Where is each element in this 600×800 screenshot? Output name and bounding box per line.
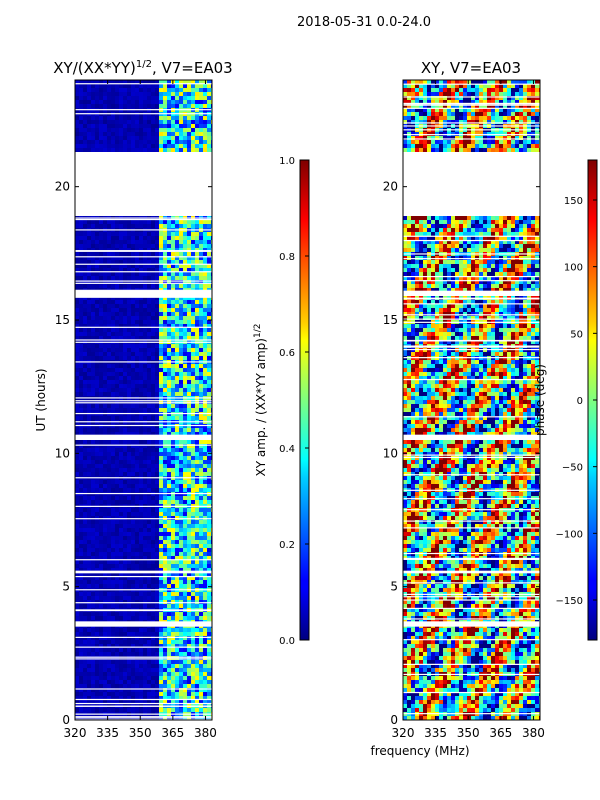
amplitude-colorbar-tick-label: 1.0 — [279, 156, 295, 167]
amplitude-xtick-label: 335 — [96, 726, 119, 740]
phase-data-gap — [403, 290, 540, 296]
phase-data-gap — [403, 152, 540, 216]
phase-colorbar-tick-label: −150 — [556, 596, 583, 607]
phase-panel-title: XY, V7=EA03 — [421, 59, 521, 77]
amplitude-data-gap — [75, 570, 212, 574]
phase-ytick-label: 10 — [383, 446, 398, 460]
amplitude-data-gap — [75, 434, 212, 440]
amplitude-xtick-label: 365 — [161, 726, 184, 740]
phase-colorbar-tick-label: −50 — [562, 463, 583, 474]
phase-colorbar: 150 100 50 0 −50 −100 −150 phase (deg) — [533, 159, 598, 641]
figure-xlabel: frequency (MHz) — [370, 744, 469, 758]
amplitude-ticks: 320 335 350 365 380 0 5 10 15 20 — [55, 80, 217, 740]
amplitude-xtick-label: 380 — [194, 726, 217, 740]
amplitude-panel-title: XY/(XX*YY)1/2, V7=EA03 — [53, 59, 232, 77]
phase-colorbar-tick-label: 50 — [570, 329, 583, 340]
phase-ytick-label: 0 — [390, 713, 398, 727]
phase-ytick-label: 15 — [383, 313, 398, 327]
amplitude-ylabel: UT (hours) — [34, 368, 48, 431]
phase-xtick-label: 350 — [457, 726, 480, 740]
phase-heatmap — [403, 80, 540, 720]
amplitude-colorbar-tick-label: 0.2 — [279, 540, 295, 551]
amplitude-panel: XY/(XX*YY)1/2, V7=EA03 320 335 350 365 380 0 5… — [34, 59, 233, 740]
amplitude-xtick-label: 350 — [129, 726, 152, 740]
phase-xtick-label: 365 — [489, 726, 512, 740]
amplitude-heatmap — [75, 80, 212, 720]
phase-ytick-label: 20 — [383, 180, 398, 194]
figure-suptitle: 2018-05-31 0.0-24.0 — [297, 15, 431, 30]
amplitude-ytick-label: 5 — [62, 580, 70, 594]
phase-axes-frame — [402, 79, 541, 721]
phase-colorbar-tick-label: −100 — [556, 529, 583, 540]
amplitude-colorbar-tick-label: 0.4 — [279, 444, 295, 455]
amplitude-colorbar-label: XY amp. / (XX*YY amp)1/2 — [253, 324, 268, 477]
phase-xtick-label: 320 — [392, 726, 415, 740]
amplitude-data-gap — [75, 152, 212, 216]
phase-data-gap — [403, 621, 540, 627]
phase-ytick-label: 5 — [390, 580, 398, 594]
amplitude-colorbar-tick-label: 0.0 — [279, 636, 295, 647]
phase-colorbar-tick-label: 0 — [577, 396, 583, 407]
phase-ticks: 320 335 350 365 380 0 5 10 15 20 — [383, 80, 545, 740]
phase-panel: XY, V7=EA03 320 335 350 365 380 0 5 10 15 20 — [383, 59, 545, 740]
amplitude-data-gap — [75, 290, 212, 296]
phase-data-gap — [403, 570, 540, 574]
phase-colorbar-tick-label: 150 — [564, 196, 583, 207]
amplitude-ytick-label: 10 — [55, 446, 70, 460]
amplitude-colorbar-gradient — [299, 159, 310, 641]
amplitude-colorbar: 0.0 0.2 0.4 0.6 0.8 1.0 XY amp. / (XX*YY amp)… — [253, 156, 310, 647]
amplitude-colorbar-tick-label: 0.6 — [279, 348, 295, 359]
phase-colorbar-tick-label: 100 — [564, 263, 583, 274]
amplitude-colorbar-tick-label: 0.8 — [279, 252, 295, 263]
amplitude-ytick-label: 0 — [62, 713, 70, 727]
amplitude-axes-frame — [74, 79, 213, 721]
amplitude-ytick-label: 20 — [55, 180, 70, 194]
phase-xtick-label: 335 — [424, 726, 447, 740]
amplitude-data-gap — [75, 621, 212, 627]
phase-colorbar-label: phase (deg) — [533, 364, 547, 436]
phase-xtick-label: 380 — [522, 726, 545, 740]
phase-data-gap — [403, 434, 540, 440]
amplitude-xtick-label: 320 — [64, 726, 87, 740]
amplitude-ytick-label: 15 — [55, 313, 70, 327]
